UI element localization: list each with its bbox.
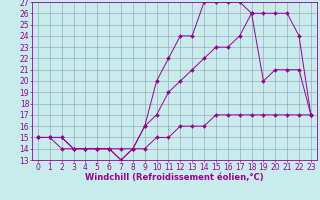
X-axis label: Windchill (Refroidissement éolien,°C): Windchill (Refroidissement éolien,°C) [85,173,264,182]
